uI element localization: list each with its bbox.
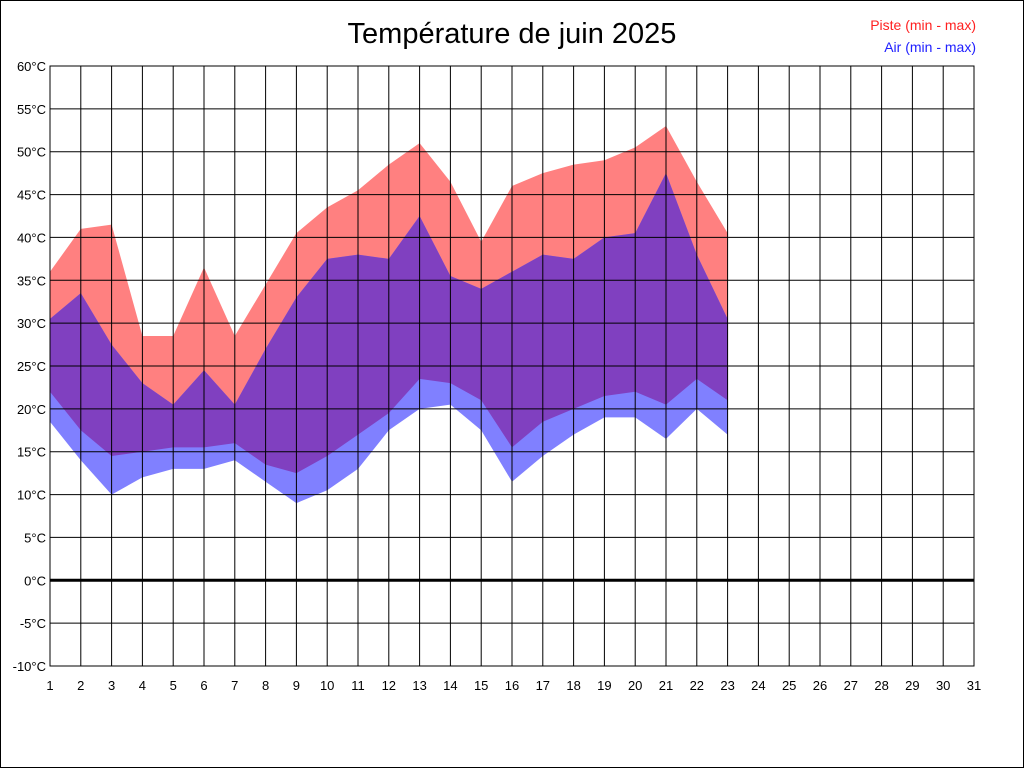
x-tick-label: 4 [139, 678, 146, 693]
y-tick-label: 5°C [24, 530, 46, 545]
x-tick-label: 27 [844, 678, 858, 693]
x-tick-label: 31 [967, 678, 981, 693]
x-tick-label: 12 [382, 678, 396, 693]
x-tick-label: 14 [443, 678, 457, 693]
x-tick-label: 18 [566, 678, 580, 693]
x-tick-label: 17 [536, 678, 550, 693]
x-tick-label: 23 [720, 678, 734, 693]
x-tick-label: 21 [659, 678, 673, 693]
grid-lines [49, 65, 975, 667]
x-tick-label: 16 [505, 678, 519, 693]
y-tick-label: 55°C [17, 102, 46, 117]
x-tick-label: 29 [905, 678, 919, 693]
x-tick-label: 10 [320, 678, 334, 693]
x-tick-label: 7 [231, 678, 238, 693]
x-axis-ticks: 1 2 3 4 5 6 7 8 9 10 11 12 13 14 15 16 17 18 19 20 21 22 23 24 2… [46, 678, 981, 693]
legend-item-piste: Piste (min - max) [870, 17, 976, 33]
y-tick-label: 35°C [17, 273, 46, 288]
x-tick-label: 3 [108, 678, 115, 693]
y-tick-label: 30°C [17, 316, 46, 331]
x-tick-label: 5 [170, 678, 177, 693]
x-tick-label: 20 [628, 678, 642, 693]
x-tick-label: 30 [936, 678, 950, 693]
x-tick-label: 25 [782, 678, 796, 693]
x-tick-label: 13 [412, 678, 426, 693]
y-tick-label: -10°C [13, 659, 46, 674]
x-tick-label: 1 [46, 678, 53, 693]
x-tick-label: 15 [474, 678, 488, 693]
y-tick-label: 60°C [17, 59, 46, 74]
y-tick-label: 40°C [17, 230, 46, 245]
y-tick-label: 0°C [24, 573, 46, 588]
x-tick-label: 24 [751, 678, 765, 693]
plot-area-border [49, 65, 975, 667]
y-tick-label: 25°C [17, 359, 46, 374]
legend-item-air: Air (min - max) [884, 39, 976, 55]
x-tick-label: 22 [690, 678, 704, 693]
chart-title: Température de juin 2025 [347, 18, 677, 50]
x-tick-label: 28 [874, 678, 888, 693]
y-tick-label: 20°C [17, 402, 46, 417]
x-tick-label: 6 [200, 678, 207, 693]
x-tick-label: 26 [813, 678, 827, 693]
y-tick-label: -5°C [20, 616, 46, 631]
y-tick-label: 15°C [17, 445, 46, 460]
x-tick-label: 8 [262, 678, 269, 693]
y-axis-ticks: 60°C 55°C 50°C 45°C 40°C 35°C 30°C 25°C 20°C 15°C… [13, 59, 46, 674]
legend: Piste (min - max) Air (min - max) [870, 14, 976, 58]
x-tick-label: 11 [351, 678, 365, 693]
y-tick-label: 45°C [17, 188, 46, 203]
x-tick-label: 19 [597, 678, 611, 693]
y-tick-label: 50°C [17, 145, 46, 160]
x-tick-label: 2 [77, 678, 84, 693]
y-tick-label: 10°C [17, 488, 46, 503]
x-tick-label: 9 [293, 678, 300, 693]
